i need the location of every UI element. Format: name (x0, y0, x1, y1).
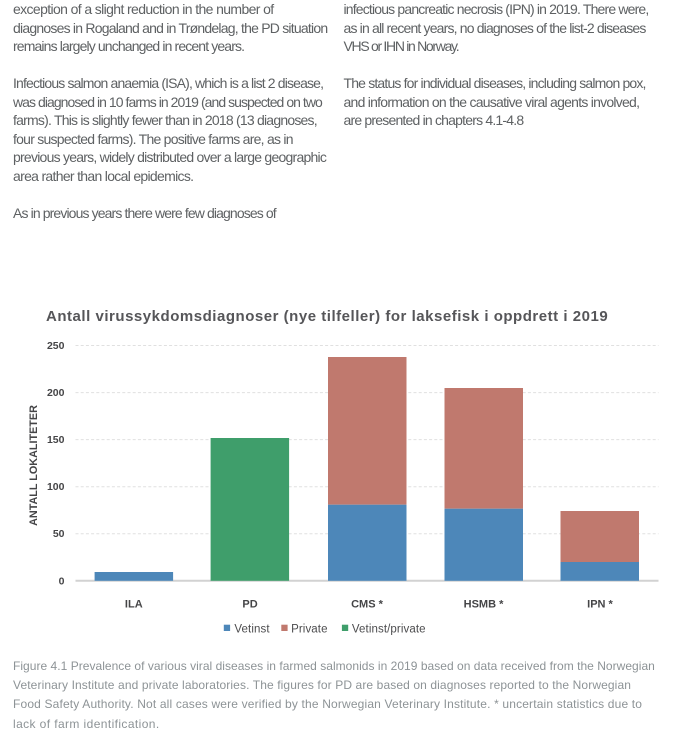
svg-text:Vetinst: Vetinst (234, 623, 270, 635)
svg-text:150: 150 (47, 434, 65, 446)
svg-text:Vetinst/private: Vetinst/private (352, 623, 426, 635)
svg-text:Private: Private (291, 623, 328, 635)
svg-text:250: 250 (47, 340, 65, 352)
svg-text:100: 100 (47, 481, 65, 493)
svg-text:50: 50 (53, 528, 65, 540)
svg-text:200: 200 (47, 387, 65, 399)
svg-text:0: 0 (59, 575, 65, 587)
svg-text:ANTALL LOKALITETER: ANTALL LOKALITETER (28, 405, 40, 526)
svg-text:IPN *: IPN * (587, 599, 613, 611)
svg-text:HSMB *: HSMB * (464, 599, 504, 611)
svg-text:Antall virussykdomsdiagnoser (: Antall virussykdomsdiagnoser (nye tilfel… (46, 308, 608, 325)
svg-text:CMS *: CMS * (351, 599, 384, 611)
svg-text:PD: PD (242, 599, 257, 611)
svg-text:ILA: ILA (125, 599, 143, 611)
